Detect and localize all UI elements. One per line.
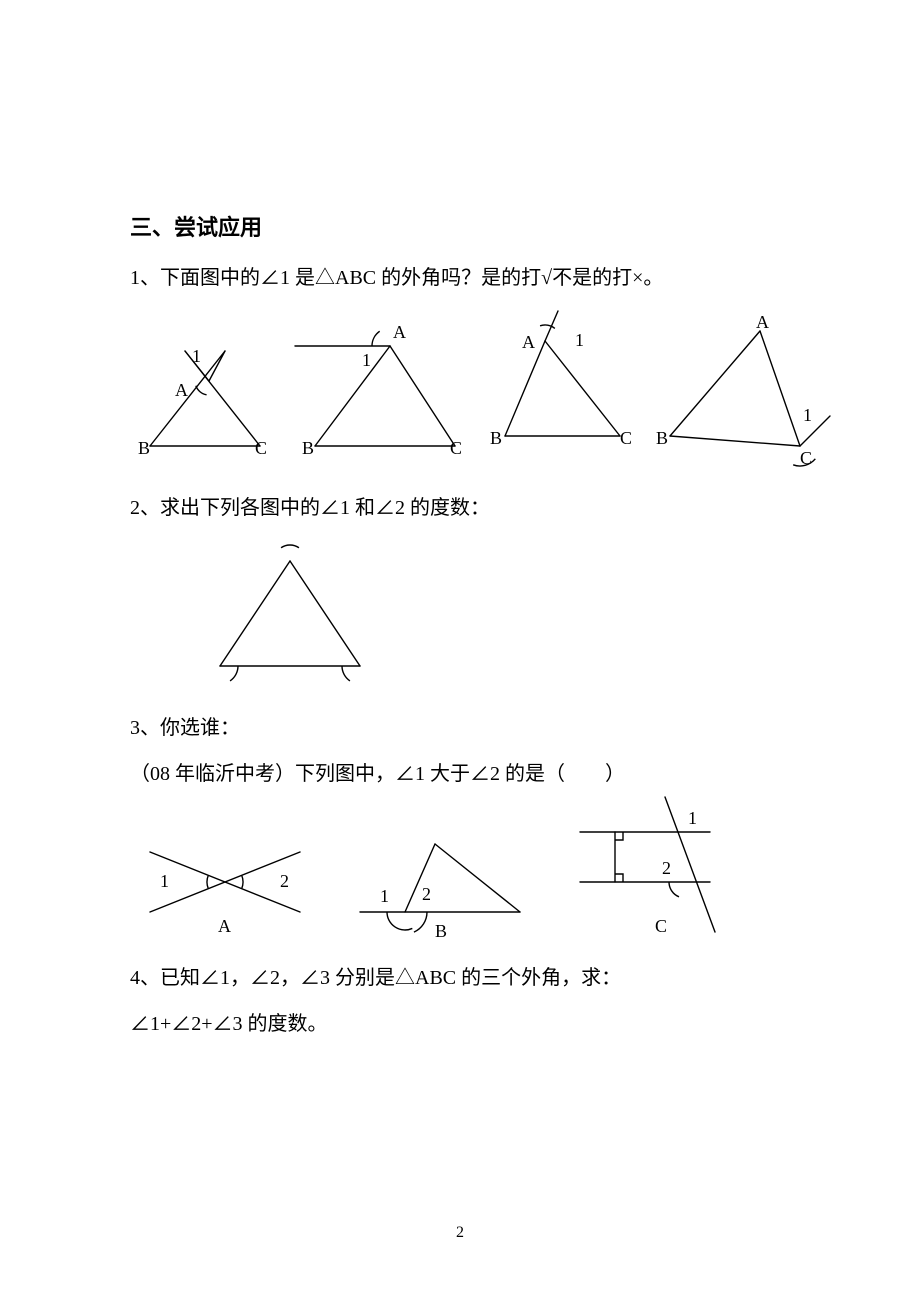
- fig-q1-2: 1 A B C: [290, 316, 470, 466]
- question-4a: 4、已知∠1，∠2，∠3 分别是△ABC 的三个外角，求：: [130, 960, 800, 996]
- svg-text:1: 1: [380, 886, 389, 906]
- question-2: 2、求出下列各图中的∠1 和∠2 的度数：: [130, 490, 800, 526]
- svg-text:C: C: [620, 428, 632, 448]
- svg-text:A: A: [218, 916, 231, 936]
- fig-q2-1: [190, 536, 390, 686]
- fig-q3-C: 1 2 C: [570, 802, 730, 942]
- figure-row-q3: 12A 12B 12C: [130, 802, 800, 942]
- figure-row-q1: 1ABC 1ABC 1ABC 1ABC: [130, 306, 800, 466]
- svg-text:A: A: [756, 312, 769, 332]
- svg-text:1: 1: [362, 350, 371, 370]
- svg-text:1: 1: [192, 346, 201, 366]
- svg-text:C: C: [255, 438, 267, 458]
- svg-text:B: B: [656, 428, 668, 448]
- svg-text:C: C: [800, 448, 812, 468]
- svg-text:2: 2: [662, 858, 671, 878]
- fig-q3-B: 1 2B: [350, 832, 530, 942]
- svg-text:B: B: [302, 438, 314, 458]
- svg-text:2: 2: [422, 884, 431, 904]
- svg-text:A: A: [393, 322, 406, 342]
- question-4b: ∠1+∠2+∠3 的度数。: [130, 1006, 800, 1042]
- svg-text:C: C: [450, 438, 462, 458]
- fig-q1-3: 1 A B C: [480, 316, 640, 466]
- svg-text:1: 1: [160, 871, 169, 891]
- figure-row-q2: [130, 536, 800, 686]
- svg-text:1: 1: [575, 330, 584, 350]
- fig-q1-4: 1 A B C: [650, 306, 830, 466]
- question-1: 1、下面图中的∠1 是△ABC 的外角吗？是的打√不是的打×。: [130, 260, 800, 296]
- svg-text:1: 1: [688, 808, 697, 828]
- svg-text:1: 1: [803, 405, 812, 425]
- svg-text:2: 2: [280, 871, 289, 891]
- fig-q1-1: 1A B C: [130, 316, 280, 466]
- svg-text:A: A: [175, 380, 188, 400]
- svg-text:A: A: [522, 332, 535, 352]
- fig-q3-A: 1 2 A: [140, 832, 310, 942]
- svg-text:B: B: [490, 428, 502, 448]
- svg-text:C: C: [655, 916, 667, 936]
- page-number: 2: [0, 1224, 920, 1242]
- section-heading: 三、尝试应用: [130, 210, 800, 242]
- question-3a: 3、你选谁：: [130, 710, 800, 746]
- question-3b: （08 年临沂中考）下列图中，∠1 大于∠2 的是（ ）: [130, 756, 800, 792]
- svg-text:B: B: [138, 438, 150, 458]
- svg-text:B: B: [435, 921, 447, 941]
